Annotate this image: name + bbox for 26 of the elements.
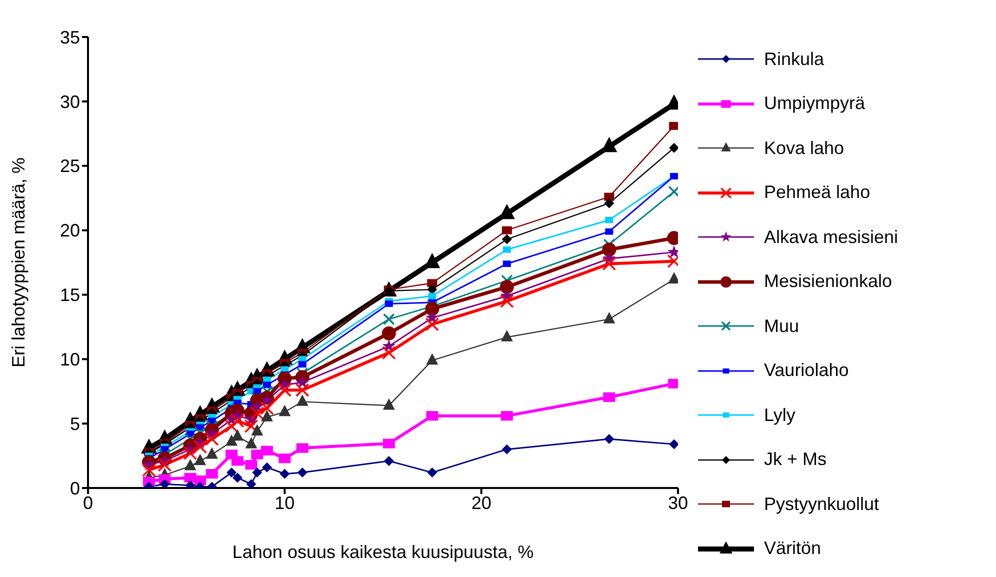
x-tick-label: 30 <box>668 492 688 513</box>
x-tick-label: 0 <box>82 492 94 513</box>
legend-label: Mesisienionkalo <box>764 271 892 292</box>
y-tick-label: 30 <box>60 92 80 112</box>
legend-label: Väritön <box>764 538 822 560</box>
legend-label: Vauriolaho <box>764 360 849 382</box>
legend-label: Jk + Ms <box>764 449 827 470</box>
y-tick-label: 35 <box>60 27 80 48</box>
legend-label: Pystyynkuollut <box>764 494 880 515</box>
legend-label: Alkava mesisieni <box>764 226 898 248</box>
y-tick-label: 0 <box>70 478 80 498</box>
y-tick-label: 25 <box>60 156 80 176</box>
y-tick-label: 10 <box>60 350 80 370</box>
legend-label: Muu <box>764 316 800 337</box>
legend-label: Umpiympyrä <box>764 93 866 114</box>
legend-label: Rinkula <box>764 48 824 70</box>
x-axis-title: Lahon osuus kaikesta kuusipuusta, % <box>232 542 534 562</box>
y-tick-label: 5 <box>70 414 80 434</box>
y-tick-label: 20 <box>60 220 80 241</box>
legend-label: Lyly <box>764 404 796 426</box>
y-axis-title: Eri lahotyyppien määrä, % <box>8 157 28 368</box>
x-tick-label: 10 <box>274 492 295 513</box>
legend-label: Kova laho <box>764 138 844 159</box>
x-tick-label: 20 <box>471 492 492 513</box>
y-tick-label: 15 <box>60 285 80 306</box>
legend-label: Pehmeä laho <box>764 182 870 204</box>
